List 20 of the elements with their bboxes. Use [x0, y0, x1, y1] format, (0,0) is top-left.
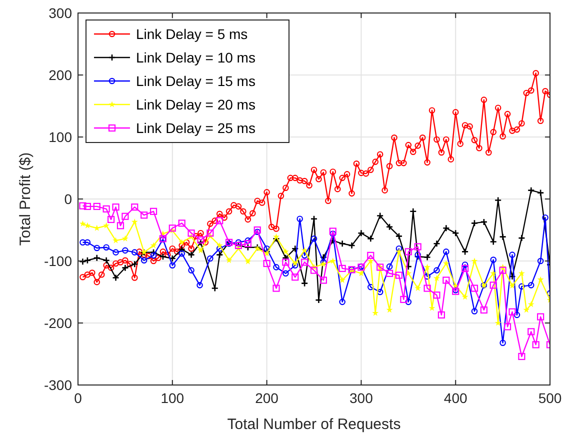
x-axis-title: Total Number of Requests [227, 416, 401, 433]
x-tick-label: 100 [160, 390, 184, 406]
y-tick-label: 300 [48, 4, 72, 21]
x-tick-label: 300 [350, 390, 374, 406]
legend-label: Link Delay = 15 ms [136, 72, 256, 89]
legend-label: Link Delay = 20 ms [136, 96, 256, 112]
x-tick-label: 0 [74, 390, 82, 406]
y-tick-label: -100 [44, 252, 72, 269]
y-tick-label: 200 [48, 66, 72, 83]
legend-label: Link Delay = 10 ms [136, 49, 256, 66]
legend-label: Link Delay = 25 ms [136, 120, 256, 136]
y-tick-label: 0 [64, 190, 72, 207]
y-tick-label: -300 [44, 376, 72, 393]
y-axis-title: Total Profit ($) [17, 152, 34, 246]
x-tick-label: 400 [444, 390, 468, 406]
y-tick-label: -200 [44, 314, 72, 331]
y-tick-label: 100 [48, 128, 72, 145]
x-tick-label: 200 [255, 390, 279, 406]
legend-label: Link Delay = 5 ms [136, 26, 248, 42]
x-tick-label: 500 [538, 390, 562, 406]
